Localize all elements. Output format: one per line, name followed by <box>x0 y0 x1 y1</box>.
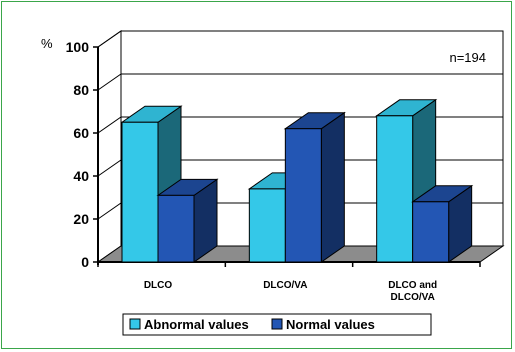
bar-normal-3 <box>411 184 474 263</box>
gridline <box>97 159 503 177</box>
sample-size-annotation: n=194 <box>449 50 486 65</box>
y-tick-label: 80 <box>73 82 89 98</box>
plot-side-wall <box>97 30 122 263</box>
legend-swatch <box>129 318 141 330</box>
legend-label: Abnormal values <box>144 317 249 332</box>
y-unit-label: % <box>41 36 53 51</box>
bar-abnormal-3 <box>375 98 438 263</box>
legend: Abnormal values Normal values <box>122 313 432 336</box>
bar-normal-1 <box>156 178 219 263</box>
y-tick-label: 20 <box>73 211 89 227</box>
y-tick-label: 40 <box>73 168 89 184</box>
gridline <box>97 202 503 220</box>
x-category-label: DLCO/VA <box>263 280 307 291</box>
legend-label: Normal values <box>286 317 375 332</box>
gridline <box>97 73 503 91</box>
gridline <box>97 116 503 134</box>
legend-swatch <box>271 318 283 330</box>
x-category-label: DLCO and DLCO/VA <box>388 280 437 303</box>
y-tick-label: 100 <box>66 39 90 55</box>
x-category-label: DLCO <box>144 280 173 291</box>
y-tick-label: 0 <box>81 254 89 270</box>
bar-normal-2 <box>283 111 346 263</box>
y-tick-label: 60 <box>73 125 89 141</box>
gridline <box>97 30 503 48</box>
